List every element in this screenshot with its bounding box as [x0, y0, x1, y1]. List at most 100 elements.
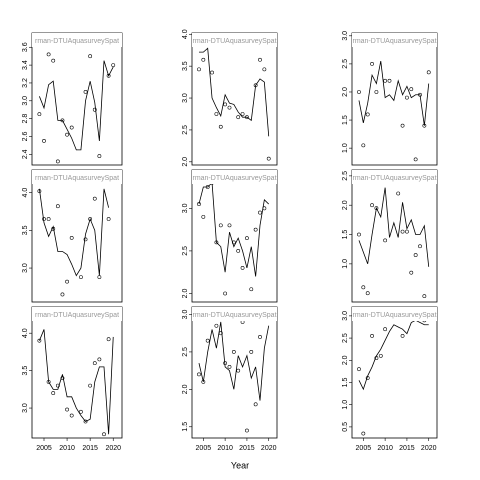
x-tick-label: 2015: [82, 445, 98, 452]
y-tick-label: 3.0: [22, 96, 29, 106]
y-tick-label: 1.0: [342, 259, 349, 269]
y-tick-label: 2.5: [342, 333, 349, 343]
y-tick-label: 4.0: [22, 328, 29, 338]
point: [365, 291, 370, 296]
y-tick-label: 2.0: [182, 157, 189, 167]
fit-line: [198, 321, 270, 401]
point: [55, 159, 60, 164]
point: [383, 327, 388, 332]
strip-label: rman-DTUAquasurveySpat: [35, 38, 119, 45]
point: [214, 240, 219, 245]
strip-label: rman-DTUAquasurveySpat: [352, 312, 436, 319]
point: [418, 244, 422, 249]
point: [361, 431, 366, 436]
point: [253, 402, 258, 407]
strip-bg: [32, 170, 122, 184]
point: [374, 356, 379, 360]
y-tick-label: 1.5: [342, 230, 349, 240]
y-tick-label: 3.6: [22, 42, 29, 52]
panel: rman-DTUAquasurveySpat: [192, 170, 277, 296]
fit-line: [39, 60, 114, 151]
point: [365, 376, 370, 380]
point: [46, 217, 51, 221]
y-tick-label: 1.5: [342, 115, 349, 125]
point: [253, 83, 258, 88]
point: [218, 331, 223, 336]
point: [218, 124, 223, 129]
strip-bg: [352, 33, 437, 47]
y-tick-label: 0.5: [342, 422, 349, 432]
point: [426, 70, 431, 75]
point: [405, 229, 409, 234]
y-tick-label: 2.4: [22, 149, 29, 159]
panel: rman-DTUAquasurveySpat: [352, 170, 437, 299]
point: [400, 333, 405, 338]
point: [201, 379, 206, 384]
fit-line: [198, 181, 269, 277]
point: [396, 191, 401, 196]
point: [37, 338, 42, 343]
y-tick-label: 2.0: [342, 87, 349, 97]
fit-line: [38, 188, 110, 277]
x-tick-label: 2020: [105, 445, 121, 452]
panel-frame: [191, 32, 278, 166]
panel: rman-DTUAquasurveySpat: [192, 33, 277, 161]
point: [223, 291, 228, 296]
point: [92, 107, 97, 112]
point: [51, 226, 56, 231]
point: [83, 419, 88, 424]
panel: rman-DTUAquasurveySpat: [32, 33, 122, 164]
point: [374, 90, 379, 94]
point: [201, 57, 206, 62]
panel: rman-DTUAquasurveySpat: [192, 307, 277, 433]
y-tick-label: 3.5: [22, 225, 29, 235]
point: [357, 367, 361, 372]
fit-line: [198, 47, 270, 137]
y-tick-label: 1.5: [182, 422, 189, 432]
y-tick-label: 2.5: [182, 347, 189, 357]
point: [97, 154, 102, 158]
point: [370, 61, 374, 66]
point: [106, 217, 111, 221]
y-tick-label: 1.0: [342, 143, 349, 153]
point: [60, 292, 65, 297]
point: [361, 285, 366, 290]
point: [92, 196, 97, 201]
point: [83, 89, 88, 94]
point: [245, 115, 249, 120]
point: [365, 112, 370, 117]
point: [83, 237, 88, 242]
y-tick-label: 2.0: [182, 289, 189, 299]
y-tick-label: 3.0: [342, 31, 349, 41]
y-tick-label: 3.0: [182, 310, 189, 320]
fit-line: [358, 187, 430, 267]
point: [79, 275, 83, 280]
point: [60, 118, 65, 123]
point: [258, 210, 262, 215]
strip-bg: [192, 170, 277, 184]
point: [400, 123, 405, 128]
y-tick-label: 2.5: [182, 125, 189, 135]
y-tick-label: 3.0: [182, 203, 189, 213]
y-tick-label: 4.0: [182, 29, 189, 39]
strip-label: rman-DTUAquasurveySpat: [352, 38, 436, 45]
point: [197, 67, 201, 72]
x-tick-label: 2005: [356, 445, 372, 452]
point: [97, 357, 102, 362]
point: [236, 368, 241, 373]
panel: rman-DTUAquasurveySpat: [352, 307, 437, 436]
x-tick-label: 2010: [217, 445, 233, 452]
strip-label: rman-DTUAquasurveySpat: [35, 175, 119, 182]
x-tick-label: 2005: [36, 445, 52, 452]
point: [88, 217, 93, 221]
point: [92, 361, 97, 366]
panel: rman-DTUAquasurveySpat: [32, 307, 122, 437]
point: [65, 407, 69, 412]
strip-label: rman-DTUAquasurveySpat: [35, 312, 119, 319]
fit-line: [358, 319, 429, 391]
x-tick-label: 2015: [399, 445, 415, 452]
panel: rman-DTUAquasurveySpat: [352, 33, 437, 162]
point: [227, 105, 232, 110]
strip-bg: [32, 33, 122, 47]
point: [65, 279, 69, 284]
